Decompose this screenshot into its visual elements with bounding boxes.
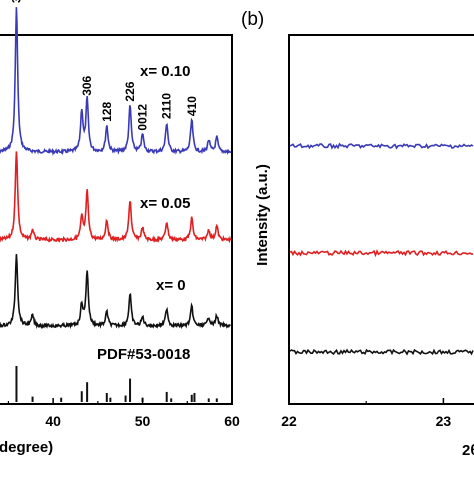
panel-b-x-ticks: 22 23 xyxy=(281,398,451,429)
panel-b-series-group xyxy=(289,142,474,356)
series-label-x-0: x= 0 xyxy=(156,277,186,294)
panel-b-x-tick-label-22: 22 xyxy=(281,413,297,429)
panel-b: (b) Intensity (a.u.) 22 23 2θ xyxy=(241,9,474,459)
panel-a-xlabel: (degree) xyxy=(0,439,53,456)
panel-a-series-group xyxy=(0,7,232,330)
panel-b-frame xyxy=(288,34,474,405)
peak-label-410: 410 xyxy=(185,96,199,116)
panel-a-frame xyxy=(0,34,233,405)
panel-a-x-tick-label-60: 60 xyxy=(224,413,240,429)
panel-a-reference-sticks xyxy=(15,366,218,402)
panel-a-x-tick-label-50: 50 xyxy=(135,413,151,429)
panel-b-series-x-0-05 xyxy=(289,249,474,258)
xrd-series-x-0 xyxy=(0,254,231,330)
peak-label-306: 306 xyxy=(80,75,94,95)
panel-b-series-x-0-10 xyxy=(289,142,474,150)
panel-b-ylabel: Intensity (a.u.) xyxy=(254,164,271,266)
panel-b-xlabel-fragment: 2θ xyxy=(462,442,474,459)
panel-a-x-ticks: 40 50 60 xyxy=(7,398,240,429)
peak-label-226: 226 xyxy=(123,81,137,101)
xrd-series-x-0-05 xyxy=(0,151,232,244)
panel-a-x-tick-label-40: 40 xyxy=(45,413,61,429)
series-label-x-0-05: x= 0.05 xyxy=(140,195,190,212)
reference-label: PDF#53-0018 xyxy=(97,346,190,363)
panel-b-series-x-0 xyxy=(289,348,474,356)
panel-b-x-tick-label-23: 23 xyxy=(436,413,452,429)
peak-label-300: 300 xyxy=(9,0,23,3)
panel-label-b: (b) xyxy=(241,9,264,30)
panel-a-peak-labels: 300 306 128 226 0012 2110 410 xyxy=(9,0,198,131)
peak-label-2110: 2110 xyxy=(160,93,174,119)
xrd-series-x-0-10 xyxy=(0,7,232,157)
series-label-x-0-10: x= 0.10 xyxy=(140,63,190,80)
peak-label-0012: 0012 xyxy=(136,104,150,131)
peak-label-128: 128 xyxy=(100,102,114,122)
panel-a: 300 306 128 226 0012 2110 410 40 50 60 x= 0.10 x… xyxy=(0,0,240,456)
